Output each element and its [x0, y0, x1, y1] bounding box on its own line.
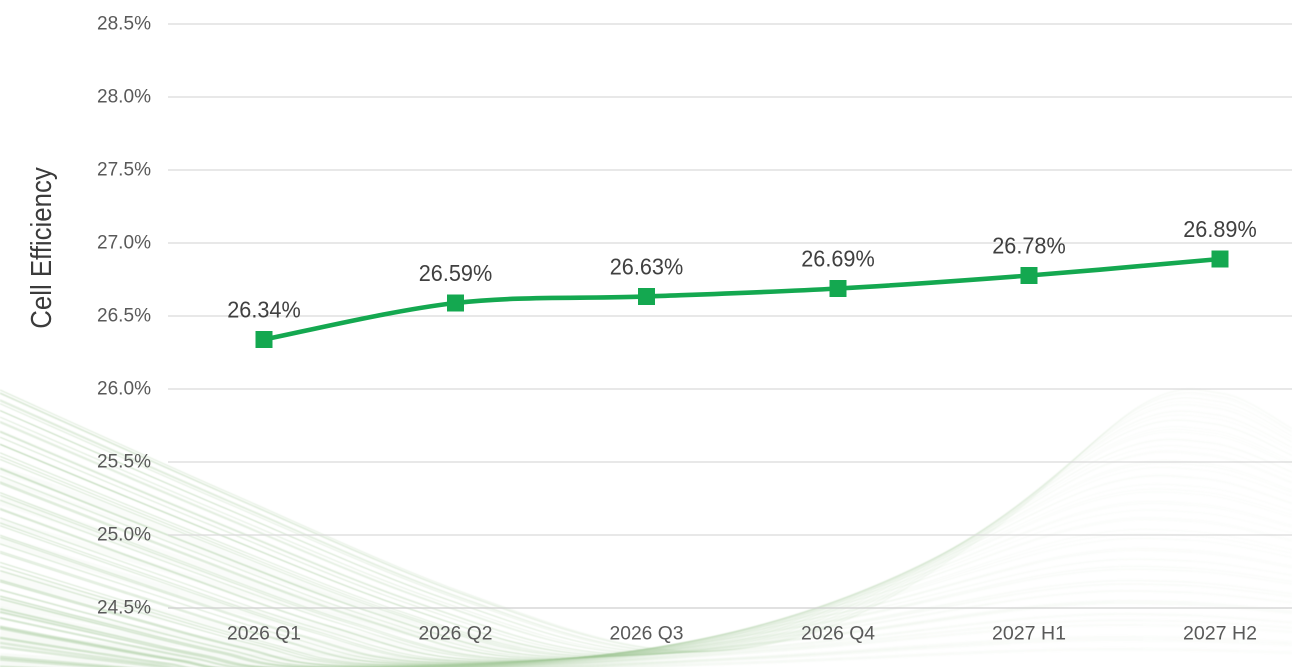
svg-text:26.34%: 26.34%: [227, 296, 301, 322]
svg-text:27.0%: 27.0%: [97, 232, 151, 254]
svg-text:26.89%: 26.89%: [1183, 216, 1257, 242]
svg-text:26.69%: 26.69%: [801, 245, 875, 271]
svg-text:Cell Efficiency: Cell Efficiency: [26, 167, 58, 329]
svg-text:25.5%: 25.5%: [97, 451, 151, 473]
svg-text:2026 Q3: 2026 Q3: [610, 623, 684, 645]
svg-text:26.0%: 26.0%: [97, 378, 151, 400]
svg-text:28.5%: 28.5%: [97, 13, 151, 35]
svg-text:24.5%: 24.5%: [97, 597, 151, 619]
svg-text:2026 Q4: 2026 Q4: [801, 623, 875, 645]
svg-text:2027 H2: 2027 H2: [1183, 623, 1257, 645]
svg-text:26.78%: 26.78%: [992, 232, 1066, 258]
svg-text:26.59%: 26.59%: [419, 260, 493, 286]
svg-text:26.5%: 26.5%: [97, 305, 151, 327]
svg-text:27.5%: 27.5%: [97, 159, 151, 181]
svg-text:25.0%: 25.0%: [97, 524, 151, 546]
svg-text:2026 Q1: 2026 Q1: [227, 623, 301, 645]
svg-text:26.63%: 26.63%: [610, 253, 684, 279]
svg-text:28.0%: 28.0%: [97, 86, 151, 108]
svg-text:2027 H1: 2027 H1: [992, 623, 1066, 645]
svg-text:2026 Q2: 2026 Q2: [419, 623, 493, 645]
